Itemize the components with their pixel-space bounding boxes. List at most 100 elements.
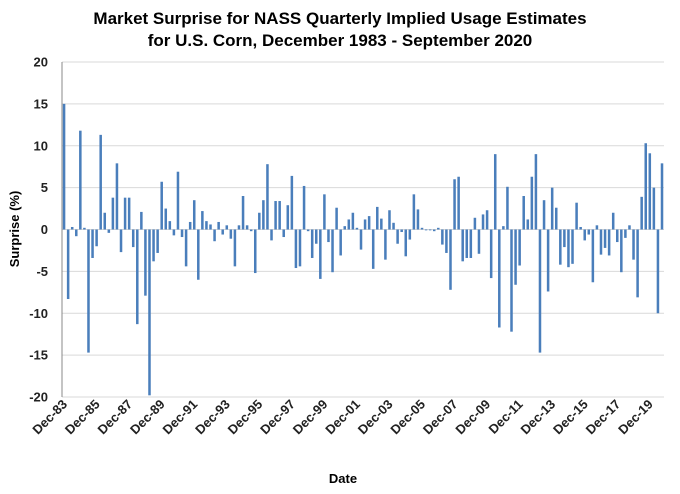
x-tick-label: Dec-03 bbox=[355, 397, 396, 438]
bar bbox=[221, 229, 224, 235]
x-tick-label: Dec-07 bbox=[420, 397, 461, 438]
bar bbox=[498, 229, 501, 328]
x-tick-label: Dec-97 bbox=[257, 397, 298, 438]
x-tick-label: Dec-11 bbox=[485, 397, 525, 437]
bar bbox=[449, 229, 452, 290]
bar bbox=[518, 229, 521, 266]
bar bbox=[331, 229, 334, 273]
bar bbox=[660, 163, 664, 230]
bar bbox=[408, 229, 412, 240]
bar bbox=[640, 196, 643, 230]
bar bbox=[70, 226, 74, 230]
bar bbox=[465, 229, 469, 258]
y-tick-label: -15 bbox=[29, 348, 48, 363]
bar bbox=[603, 229, 607, 248]
bar bbox=[579, 226, 582, 230]
x-tick-label: Dec-87 bbox=[94, 397, 135, 438]
bar bbox=[620, 229, 623, 273]
bar bbox=[616, 229, 619, 243]
bar bbox=[245, 225, 249, 230]
bar bbox=[209, 224, 212, 230]
bar bbox=[99, 134, 102, 230]
x-axis-label: Date bbox=[329, 471, 357, 486]
y-tick-label: 10 bbox=[34, 138, 48, 153]
bar bbox=[477, 229, 481, 254]
bar bbox=[192, 200, 196, 230]
y-tick-label: 5 bbox=[41, 180, 48, 195]
x-tick-label: Dec-13 bbox=[518, 397, 559, 438]
x-tick-label: Dec-17 bbox=[583, 397, 624, 438]
bar bbox=[559, 229, 562, 265]
bar bbox=[624, 229, 627, 238]
bar bbox=[205, 221, 208, 230]
bar bbox=[180, 229, 184, 238]
bar bbox=[587, 229, 591, 235]
bar bbox=[298, 229, 302, 267]
x-tick-label: Dec-19 bbox=[615, 397, 656, 438]
bar bbox=[583, 229, 586, 241]
bar bbox=[310, 229, 314, 258]
x-tick-label: Dec-01 bbox=[322, 397, 363, 438]
bar bbox=[371, 229, 375, 269]
bar bbox=[123, 197, 127, 230]
bar bbox=[526, 219, 530, 230]
bar bbox=[542, 200, 546, 230]
bar bbox=[164, 208, 168, 230]
chart-title-line-2: for U.S. Corn, December 1983 - September… bbox=[148, 31, 533, 50]
bar bbox=[611, 212, 615, 230]
bar bbox=[412, 194, 416, 230]
bar bbox=[302, 185, 306, 230]
bar bbox=[327, 229, 330, 243]
bar bbox=[538, 229, 542, 353]
bar bbox=[111, 197, 115, 230]
bar bbox=[376, 206, 379, 230]
bar bbox=[636, 229, 639, 298]
bar bbox=[83, 227, 86, 230]
y-tick-label: 20 bbox=[34, 55, 48, 70]
bar bbox=[87, 229, 90, 353]
bar bbox=[136, 229, 139, 325]
bar bbox=[489, 229, 493, 279]
bar bbox=[270, 229, 273, 241]
bar bbox=[156, 229, 159, 253]
bar bbox=[319, 229, 322, 279]
x-axis-ticks: Dec-83Dec-85Dec-87Dec-89Dec-91Dec-93Dec-… bbox=[29, 397, 655, 438]
bar bbox=[648, 153, 652, 230]
bar bbox=[290, 175, 294, 230]
bar bbox=[363, 219, 367, 230]
bar bbox=[554, 207, 558, 230]
x-tick-label: Dec-95 bbox=[225, 397, 266, 438]
bar bbox=[201, 211, 204, 230]
bar bbox=[160, 181, 163, 230]
bar bbox=[571, 229, 574, 264]
bar bbox=[595, 225, 599, 230]
bar bbox=[233, 229, 237, 267]
bar bbox=[522, 196, 525, 230]
bar bbox=[294, 229, 298, 269]
bar bbox=[510, 229, 513, 332]
bar bbox=[420, 227, 424, 230]
bar bbox=[197, 229, 200, 280]
bar bbox=[384, 229, 387, 260]
bar bbox=[286, 205, 290, 230]
bar bbox=[172, 229, 176, 236]
bar bbox=[278, 201, 281, 230]
bar bbox=[262, 200, 265, 230]
bar bbox=[253, 229, 257, 274]
x-tick-label: Dec-85 bbox=[62, 397, 103, 438]
bar bbox=[652, 187, 656, 230]
bar bbox=[367, 216, 371, 230]
bar bbox=[481, 214, 485, 230]
bar bbox=[152, 229, 155, 262]
bar bbox=[282, 229, 285, 238]
bar bbox=[148, 229, 151, 396]
bar bbox=[404, 229, 408, 257]
bar bbox=[591, 229, 595, 283]
bar bbox=[306, 229, 310, 232]
bar bbox=[347, 219, 351, 230]
bar bbox=[75, 229, 78, 237]
bar bbox=[258, 212, 261, 230]
bar bbox=[176, 171, 180, 230]
bar bbox=[237, 225, 241, 230]
